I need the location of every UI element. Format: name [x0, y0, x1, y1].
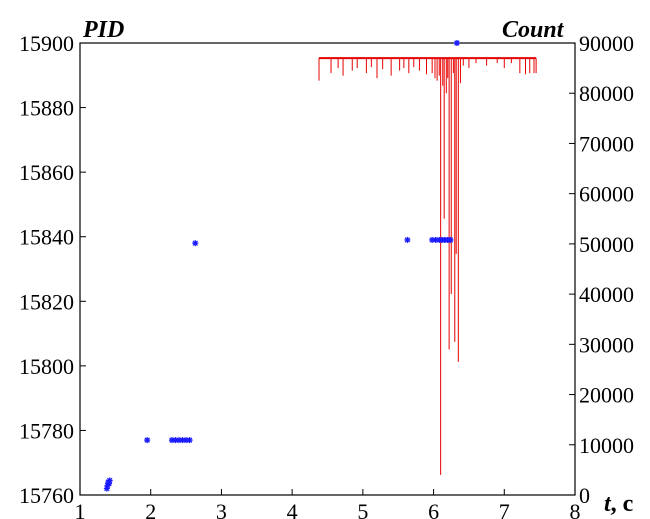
- pid-marker-stroke: [104, 485, 110, 492]
- y-left-tick-label: 15900: [19, 31, 74, 56]
- y-left-axis-title: PID: [82, 17, 124, 43]
- pid-marker-stroke: [106, 477, 113, 484]
- y-right-tick-label: 30000: [579, 332, 634, 357]
- y-left-tick-label: 15820: [19, 289, 74, 314]
- y-left-axis: 15760 15780 15800 15820 15840 15860 15880 15900: [19, 31, 86, 508]
- pid-point: [144, 437, 151, 444]
- x-tick-label: 6: [428, 499, 439, 519]
- pid-marker-stroke: [106, 480, 112, 487]
- x-tick-label: 7: [499, 499, 510, 519]
- y-left-tick-label: 15840: [19, 225, 74, 250]
- y-left-tick-label: 15780: [19, 418, 74, 443]
- y-right-tick-label: 50000: [579, 232, 634, 257]
- y-right-tick-label: 20000: [579, 383, 634, 408]
- y-right-tick-label: 60000: [579, 182, 634, 207]
- pid-series: [103, 40, 460, 492]
- plot-border: [79, 42, 576, 496]
- x-axis-title-variable: t: [604, 491, 612, 517]
- x-tick-label: 3: [216, 499, 227, 519]
- x-tick-label: 5: [357, 499, 368, 519]
- x-tick-label: 8: [570, 499, 581, 519]
- pid-marker-stroke: [454, 40, 460, 46]
- x-tick-label: 2: [145, 499, 156, 519]
- x-axis-title-unit: c: [623, 491, 634, 517]
- pid-marker-stroke: [192, 240, 198, 246]
- y-right-tick-label: 70000: [579, 131, 634, 156]
- y-right-tick-label: 10000: [579, 433, 634, 458]
- x-axis-title-separator: ,: [611, 491, 623, 517]
- x-tick-label: 4: [287, 499, 298, 519]
- pid-marker-stroke: [186, 437, 193, 443]
- y-right-tick-label: 90000: [579, 31, 634, 56]
- pid-point: [404, 236, 411, 243]
- y-left-tick-label: 15880: [19, 96, 74, 121]
- y-right-tick-label: 80000: [579, 81, 634, 106]
- y-right-axis-title: Count: [502, 17, 565, 43]
- y-left-tick-label: 15760: [19, 483, 74, 508]
- y-right-tick-label: 40000: [579, 282, 634, 307]
- pid-point: [106, 477, 113, 484]
- pid-point: [453, 40, 460, 46]
- pid-point: [192, 240, 199, 247]
- x-axis-title: t, c: [604, 491, 634, 517]
- y-right-axis: 0 10000 20000 30000 40000 50000 60000 70000 8000…: [569, 31, 634, 508]
- pid-marker-stroke: [404, 237, 411, 243]
- x-axis: 1 2 3 4 5 6 7 8: [75, 489, 581, 519]
- pid-marker-stroke: [447, 237, 454, 243]
- count-series: [318, 57, 537, 475]
- pid-point: [186, 437, 193, 444]
- pid-marker-stroke: [144, 437, 150, 443]
- pid-point: [447, 236, 454, 243]
- y-left-tick-label: 15800: [19, 354, 74, 379]
- y-right-tick-label: 0: [579, 483, 590, 508]
- y-left-tick-label: 15860: [19, 160, 74, 185]
- plot-frame: [79, 42, 576, 496]
- x-tick-label: 1: [75, 499, 86, 519]
